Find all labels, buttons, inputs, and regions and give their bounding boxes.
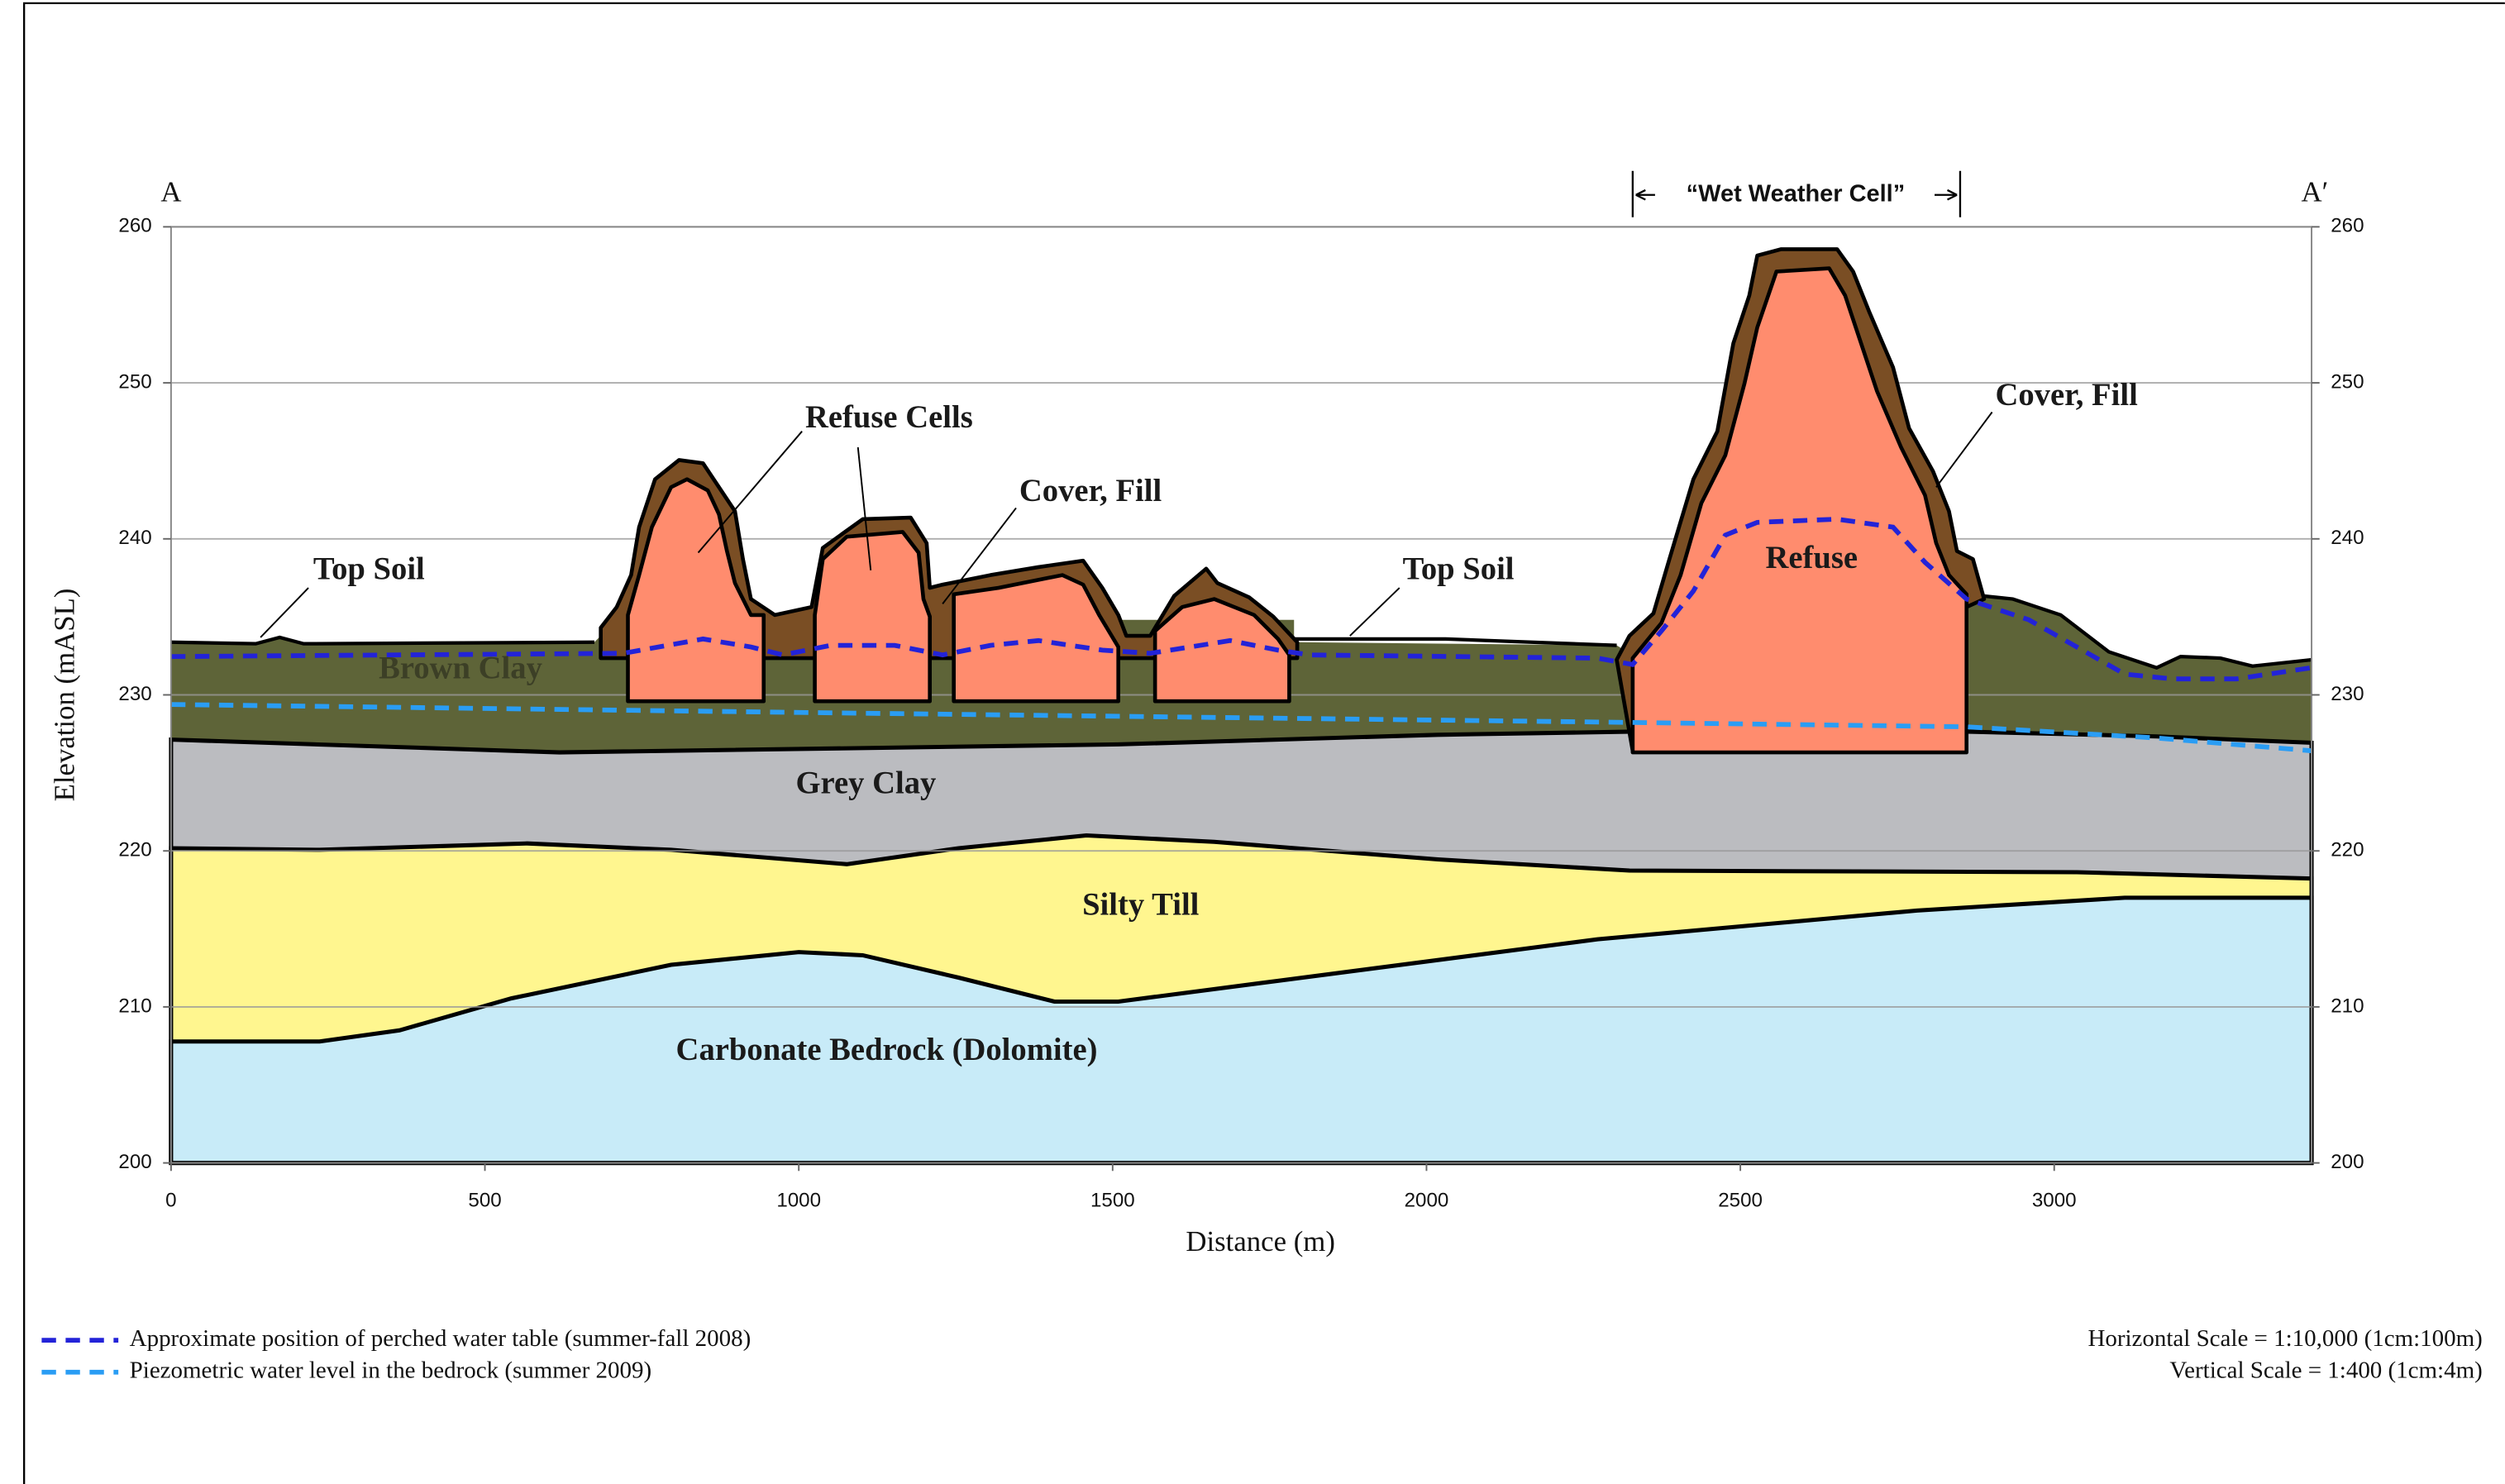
- layer-label: Brown Clay: [379, 651, 542, 685]
- section-end: A: [160, 176, 181, 208]
- y-tick-label: 230: [118, 683, 151, 705]
- refuse: [1630, 266, 1969, 755]
- layer-label: Top Soil: [313, 552, 425, 587]
- y-tick-label: 240: [118, 527, 151, 549]
- layer-label: Cover, Fill: [1019, 474, 1162, 508]
- layer-label: Top Soil: [1403, 552, 1515, 587]
- y-tick-label: 260: [2331, 215, 2364, 237]
- y-tick-label: 200: [118, 1151, 151, 1173]
- x-tick-label: 500: [468, 1189, 501, 1211]
- page-frame: [22, 2, 2505, 1484]
- top-soil-line: [170, 592, 2312, 670]
- x-tick-label: 2000: [1405, 1189, 1449, 1211]
- y-tick-label: 210: [118, 995, 151, 1017]
- layer-label: Refuse: [1765, 541, 1858, 575]
- y-tick-label: 240: [2331, 527, 2364, 549]
- layer-label: Silty Till: [1082, 887, 1200, 922]
- x-tick-label: 1500: [1090, 1189, 1135, 1211]
- x-tick-label: 2500: [1718, 1189, 1763, 1211]
- refuse: [952, 573, 1121, 704]
- y-tick-label: 200: [2331, 1151, 2364, 1173]
- refuse: [813, 530, 933, 704]
- layer-label: Refuse Cells: [805, 400, 973, 435]
- layer-label: Cover, Fill: [1995, 378, 2138, 413]
- y-tick-label: 230: [2331, 683, 2364, 705]
- y-tick-label: 220: [2331, 839, 2364, 861]
- cell-title: “Wet Weather Cell”: [1687, 180, 1906, 207]
- leaders: [260, 170, 1993, 638]
- layer-label: Carbonate Bedrock (Dolomite): [676, 1033, 1098, 1067]
- y-tick-label: 260: [118, 215, 151, 237]
- layer-label: Grey Clay: [795, 766, 936, 801]
- legend-label: Piezometric water level in the bedrock (…: [130, 1357, 651, 1383]
- y-tick-label: 250: [2331, 370, 2364, 393]
- layers: [169, 592, 2314, 1166]
- refuse: [1152, 597, 1291, 704]
- y-tick-label: 210: [2331, 995, 2364, 1017]
- x-tick-label: 1000: [776, 1189, 821, 1211]
- x-tick-label: 3000: [2032, 1189, 2077, 1211]
- y-axis-title: Elevation (mASL): [48, 589, 80, 802]
- y-tick-label: 220: [118, 839, 151, 861]
- piezometric-level: [170, 702, 2312, 754]
- legend-label: Approximate position of perched water ta…: [130, 1325, 752, 1352]
- y-tick-label: 250: [118, 370, 151, 393]
- scale-note: Horizontal Scale = 1:10,000 (1cm:100m): [2088, 1325, 2482, 1352]
- section-end: A′: [2302, 176, 2329, 208]
- x-tick-label: 0: [165, 1189, 176, 1211]
- x-axis-title: Distance (m): [1186, 1225, 1335, 1257]
- perched-water-table: [170, 517, 2312, 682]
- scale-note: Vertical Scale = 1:400 (1cm:4m): [2169, 1357, 2482, 1383]
